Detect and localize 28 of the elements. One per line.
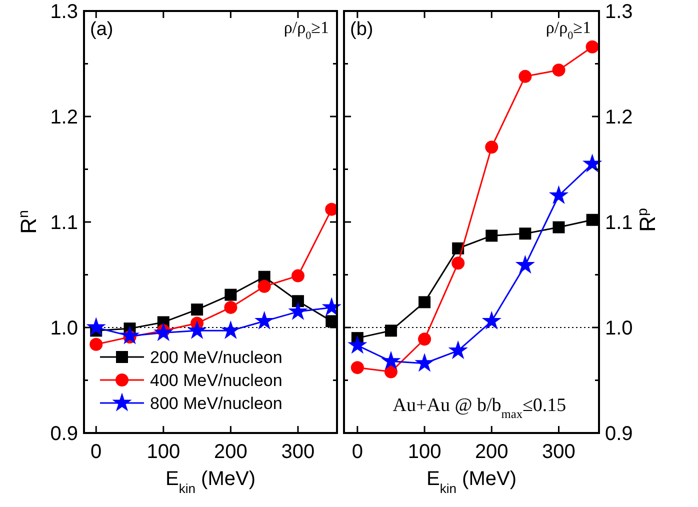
x-tick-label: 0 <box>90 441 102 463</box>
legend-label: 800 MeV/nucleon <box>150 394 282 413</box>
y-tick-label: 1.3 <box>50 1 78 23</box>
y2-tick-label: 1.1 <box>605 212 633 234</box>
y-tick-label: 0.9 <box>50 423 78 445</box>
x-tick-label: 100 <box>408 441 442 463</box>
legend-label: 400 MeV/nucleon <box>150 371 282 390</box>
annotation: (b) <box>350 19 374 40</box>
y2-tick-label: 1.2 <box>605 106 633 128</box>
x-axis-title: E$_{kin}$ (MeV) <box>426 468 516 496</box>
x-tick-label: 0 <box>352 441 363 463</box>
x-axis-title: E$_{kin}$ (MeV) <box>166 468 256 496</box>
y-tick-label: 1.0 <box>50 318 78 340</box>
y2-tick-label: 0.9 <box>605 423 633 445</box>
y2-tick-label: 1.3 <box>605 1 633 23</box>
x-tick-label: 100 <box>146 441 180 463</box>
annotation: ρ/ρ$_{0}$≥1 <box>284 18 329 42</box>
x-tick-label: 200 <box>474 441 508 463</box>
x-tick-label: 200 <box>214 441 248 463</box>
x-tick-label: 300 <box>542 441 576 463</box>
y2-tick-label: 1.0 <box>605 318 633 340</box>
x-tick-label: 300 <box>281 441 315 463</box>
annotation: ρ/ρ$_{0}$≥1 <box>546 18 591 42</box>
legend-label: 200 MeV/nucleon <box>150 348 282 367</box>
annotation: Au+Au @ b/b$_{max}$≤0.15 <box>392 395 566 421</box>
y-tick-label: 1.1 <box>50 212 78 234</box>
annotation: (a) <box>90 19 114 40</box>
y-tick-label: 1.2 <box>50 106 78 128</box>
